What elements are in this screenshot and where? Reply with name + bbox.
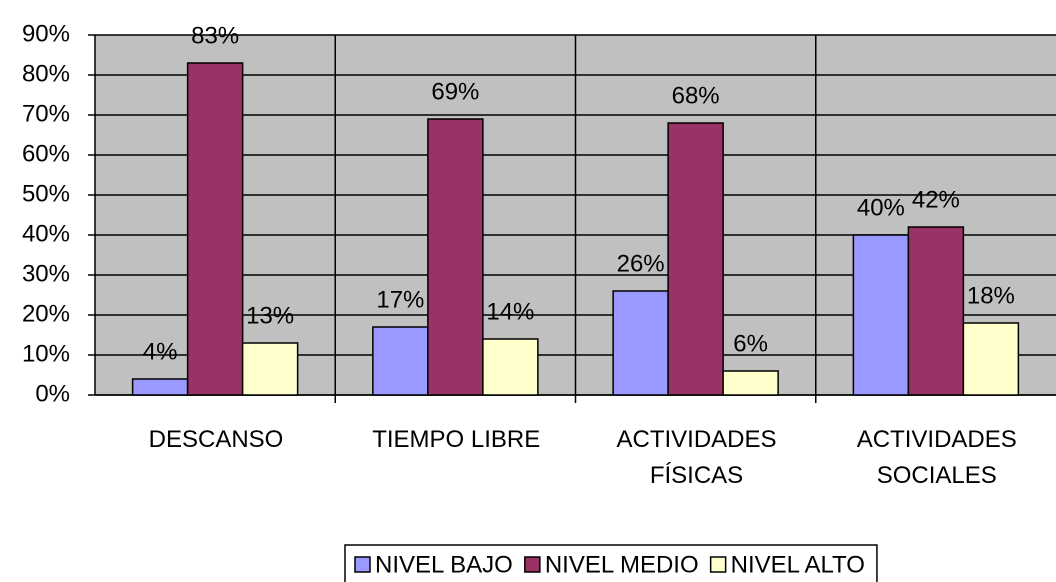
- bar: [131, 378, 189, 396]
- bar: [482, 338, 539, 396]
- y-tick-label: 70%: [22, 100, 70, 127]
- bar: [962, 322, 1020, 396]
- legend-swatch: [709, 556, 727, 573]
- data-label: 18%: [967, 282, 1015, 309]
- bar: [427, 118, 484, 396]
- legend: [344, 544, 878, 582]
- legend-label: NIVEL MEDIO: [545, 551, 699, 578]
- legend-label: NIVEL ALTO: [731, 551, 865, 578]
- y-tick-label: 40%: [22, 220, 70, 247]
- data-label: 17%: [376, 286, 424, 313]
- bar: [186, 62, 244, 396]
- y-tick-label: 0%: [35, 380, 70, 407]
- bar: [612, 290, 669, 396]
- data-label: 26%: [617, 250, 665, 277]
- data-label: 42%: [912, 186, 960, 213]
- x-tick-label: ACTIVIDADES SOCIALES: [856, 426, 1017, 489]
- legend-label: NIVEL BAJO: [375, 551, 513, 578]
- legend-swatch: [524, 556, 541, 573]
- bar: [667, 122, 724, 396]
- y-tick-label: 80%: [22, 60, 70, 87]
- y-tick-label: 50%: [22, 180, 70, 207]
- y-tick-label: 60%: [22, 140, 70, 167]
- bar: [241, 342, 299, 396]
- data-label: 13%: [246, 302, 294, 329]
- y-tick-label: 10%: [22, 340, 70, 367]
- data-label: 6%: [733, 330, 768, 357]
- data-label: 14%: [486, 298, 534, 325]
- bar: [852, 234, 910, 396]
- data-label: 69%: [431, 78, 479, 105]
- y-tick-label: 90%: [22, 20, 70, 47]
- x-tick-label: TIEMPO LIBRE: [372, 426, 541, 453]
- y-tick-label: 20%: [22, 300, 70, 327]
- data-label: 68%: [672, 82, 720, 109]
- x-tick-label: DESCANSO: [148, 426, 284, 453]
- bar: [907, 226, 965, 396]
- bar: [372, 326, 429, 396]
- data-label: 83%: [191, 22, 239, 49]
- legend-swatch: [354, 556, 371, 573]
- y-tick-label: 30%: [22, 260, 70, 287]
- data-label: 4%: [143, 338, 178, 365]
- x-tick-label: ACTIVIDADES FÍSICAS: [616, 426, 777, 489]
- bar: [722, 370, 779, 396]
- data-label: 40%: [857, 194, 905, 221]
